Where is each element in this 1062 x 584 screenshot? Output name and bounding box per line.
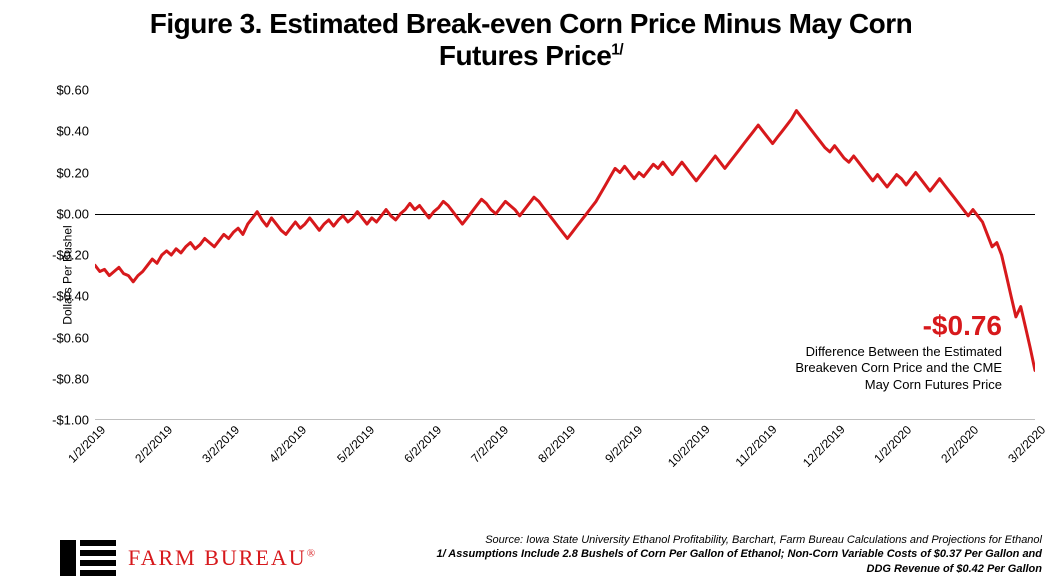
x-tick-label: 5/2/2019 xyxy=(334,423,377,466)
footnote-assumption-2: DDG Revenue of $0.42 Per Gallon xyxy=(436,562,1042,576)
x-tick-label: 9/2/2019 xyxy=(602,423,645,466)
logo-text: FARM BUREAU® xyxy=(128,545,317,571)
y-tick-label: -$1.00 xyxy=(52,413,89,428)
x-tick-label: 8/2/2019 xyxy=(535,423,578,466)
x-tick-label: 4/2/2019 xyxy=(267,423,310,466)
x-tick-label: 2/2/2020 xyxy=(938,423,981,466)
y-tick-label: $0.20 xyxy=(56,165,89,180)
y-axis-label: Dollars Per Bushel xyxy=(61,225,75,324)
footnotes: Source: Iowa State University Ethanol Pr… xyxy=(436,533,1042,576)
y-tick-label: $0.00 xyxy=(56,206,89,221)
footnote-source: Source: Iowa State University Ethanol Pr… xyxy=(436,533,1042,547)
logo-mark-icon xyxy=(60,540,116,576)
callout-value: -$0.76 xyxy=(795,310,1002,342)
y-tick-label: $0.40 xyxy=(56,124,89,139)
x-tick-label: 1/2/2020 xyxy=(871,423,914,466)
x-tick-label: 12/2/2019 xyxy=(800,422,848,470)
title-line-1: Figure 3. Estimated Break-even Corn Pric… xyxy=(150,8,912,39)
x-tick-label: 3/2/2019 xyxy=(200,423,243,466)
x-tick-label: 1/2/2019 xyxy=(65,423,108,466)
callout-annotation: -$0.76 Difference Between the Estimated … xyxy=(795,310,1002,393)
y-tick-label: -$0.80 xyxy=(52,371,89,386)
x-tick-label: 2/2/2019 xyxy=(132,423,175,466)
y-tick-label: $0.60 xyxy=(56,83,89,98)
callout-text: Difference Between the Estimated Breakev… xyxy=(795,344,1002,393)
x-tick-label: 7/2/2019 xyxy=(468,423,511,466)
y-tick-label: -$0.60 xyxy=(52,330,89,345)
y-tick-label: -$0.40 xyxy=(52,289,89,304)
footer: FARM BUREAU® Source: Iowa State Universi… xyxy=(60,533,1042,576)
x-tick-label: 11/2/2019 xyxy=(733,422,780,469)
farm-bureau-logo: FARM BUREAU® xyxy=(60,540,317,576)
title-line-2: Futures Price xyxy=(439,40,611,71)
title-superscript: 1/ xyxy=(611,42,623,59)
y-tick-label: -$0.20 xyxy=(52,248,89,263)
x-tick-label: 3/2/2020 xyxy=(1005,423,1048,466)
chart-title: Figure 3. Estimated Break-even Corn Pric… xyxy=(0,0,1062,72)
footnote-assumption-1: 1/ Assumptions Include 2.8 Bushels of Co… xyxy=(436,547,1042,561)
x-tick-label: 6/2/2019 xyxy=(401,423,444,466)
x-tick-label: 10/2/2019 xyxy=(665,422,713,470)
chart-area: Dollars Per Bushel $0.60$0.40$0.20$0.00-… xyxy=(30,90,1040,460)
